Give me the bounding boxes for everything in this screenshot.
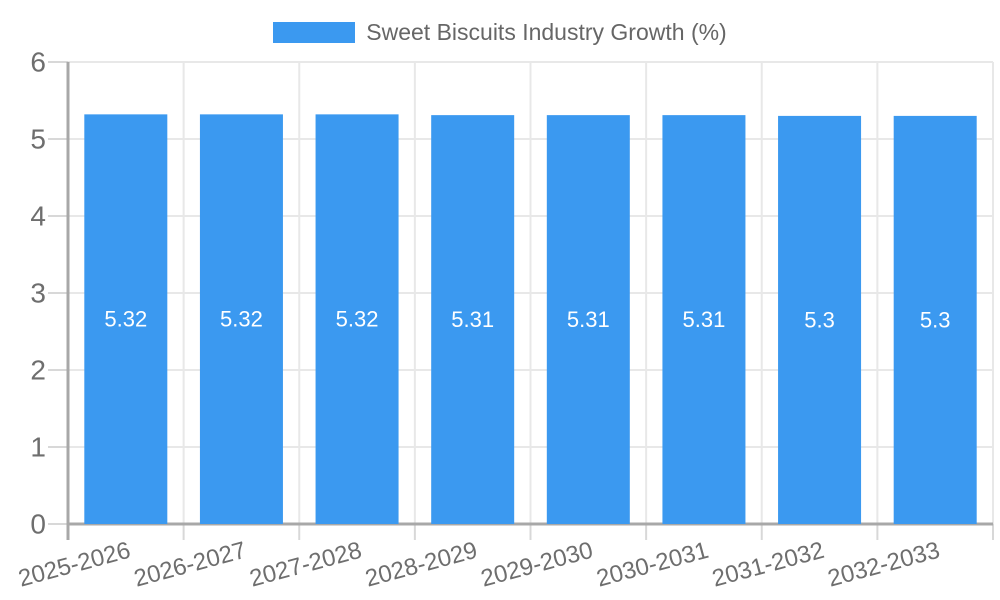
bar-value-label: 5.3 <box>920 307 951 332</box>
bar-value-label: 5.32 <box>220 307 263 332</box>
x-axis-tick-label: 2032-2033 <box>825 537 943 593</box>
y-axis-tick-label: 6 <box>30 47 46 78</box>
y-axis-tick-label: 0 <box>30 509 46 540</box>
x-axis-tick-label: 2027-2028 <box>247 537 365 593</box>
y-axis-tick-label: 4 <box>30 201 46 232</box>
y-axis-tick-label: 2 <box>30 355 46 386</box>
legend-item[interactable]: Sweet Biscuits Industry Growth (%) <box>0 21 1000 44</box>
bar-2027-2028[interactable] <box>315 114 399 525</box>
y-axis-tick-label: 1 <box>30 432 46 463</box>
x-axis-tick-label: 2029-2030 <box>478 537 596 593</box>
legend-swatch <box>273 22 356 43</box>
bar-2031-2032[interactable] <box>778 115 862 525</box>
bar-value-label: 5.31 <box>451 307 494 332</box>
bar-value-label: 5.31 <box>567 307 610 332</box>
y-axis-tick-label: 3 <box>30 278 46 309</box>
legend-label: Sweet Biscuits Industry Growth (%) <box>366 19 727 45</box>
bar-value-label: 5.32 <box>336 307 379 332</box>
x-axis-tick-label: 2025-2026 <box>16 537 134 593</box>
y-axis-tick-label: 5 <box>30 124 46 155</box>
bar-2029-2030[interactable] <box>546 115 630 524</box>
bar-2032-2033[interactable] <box>893 115 977 525</box>
bar-2026-2027[interactable] <box>199 114 283 525</box>
x-axis-tick-label: 2026-2027 <box>131 537 249 593</box>
bar-value-label: 5.32 <box>104 307 147 332</box>
bar-2030-2031[interactable] <box>662 115 746 524</box>
bar-2025-2026[interactable] <box>84 114 168 525</box>
x-axis-tick-label: 2031-2032 <box>709 537 827 593</box>
x-axis-tick-label: 2030-2031 <box>594 537 712 593</box>
bar-2028-2029[interactable] <box>431 115 515 524</box>
x-axis-tick-label: 2028-2029 <box>362 537 480 593</box>
bar-value-label: 5.31 <box>683 307 726 332</box>
bar-value-label: 5.3 <box>804 307 835 332</box>
